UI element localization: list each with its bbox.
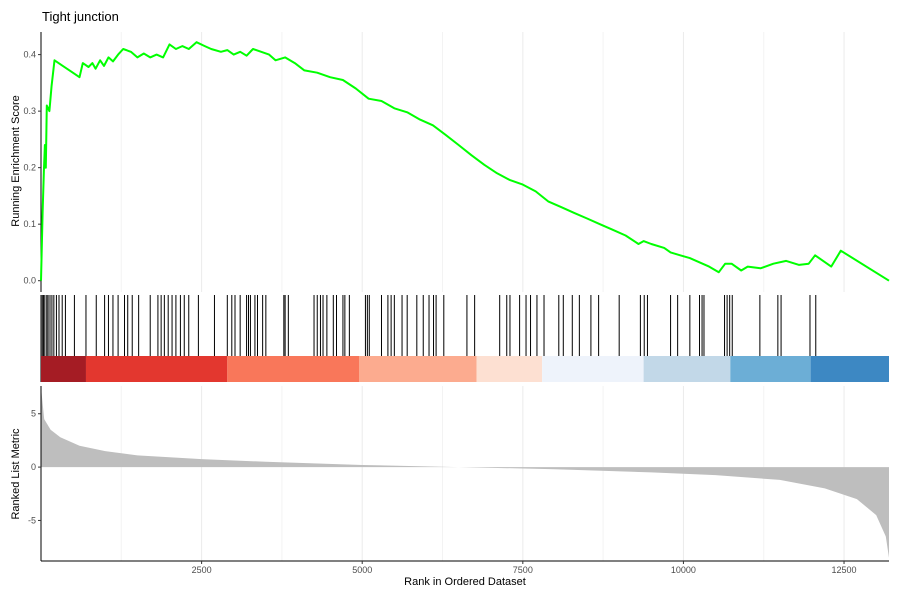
rank-color-band [359,356,477,382]
x-tick-label: 10000 [671,565,696,575]
ranked-y-tick-label: -5 [28,515,36,525]
x-ticks: 2500 5000 7500 10000 12500 [192,561,857,575]
ranked-metric-area [41,387,889,558]
rank-color-band [476,356,543,382]
enrichment-y-tick-label: 0.3 [23,106,36,116]
rank-color-band [643,356,731,382]
x-axis-title: Rank in Ordered Dataset [404,576,526,588]
rank-color-bar [41,356,889,382]
enrichment-y-tick-label: 0.0 [23,276,36,286]
rank-color-band [227,356,359,382]
x-tick-label: 7500 [513,565,533,575]
ranked-y-tick-label: 0 [31,462,36,472]
enrichment-y-axis-title: Running Enrichment Score [10,95,22,226]
enrichment-grid [120,32,845,292]
rank-color-band [730,356,811,382]
gene-hit-ticks [41,295,817,356]
rank-color-band [542,356,644,382]
rank-color-band [810,356,889,382]
ranked-y-ticks: -5 0 5 [28,409,41,525]
rank-color-band [41,356,86,382]
enrichment-y-tick-label: 0.4 [23,50,36,60]
enrichment-y-tick-label: 0.1 [23,219,36,229]
enrichment-y-tick-label: 0.2 [23,163,36,173]
x-tick-label: 12500 [832,565,857,575]
ranked-y-axis-title: Ranked List Metric [10,428,22,520]
chart-title: Tight junction [42,9,119,24]
rank-color-band [85,356,228,382]
enrichment-y-ticks: 0.0 0.1 0.2 0.3 0.4 [23,50,41,286]
running-enrichment-line [40,41,890,282]
ranked-y-tick-label: 5 [31,409,36,419]
x-tick-label: 2500 [192,565,212,575]
x-tick-label: 5000 [352,565,372,575]
